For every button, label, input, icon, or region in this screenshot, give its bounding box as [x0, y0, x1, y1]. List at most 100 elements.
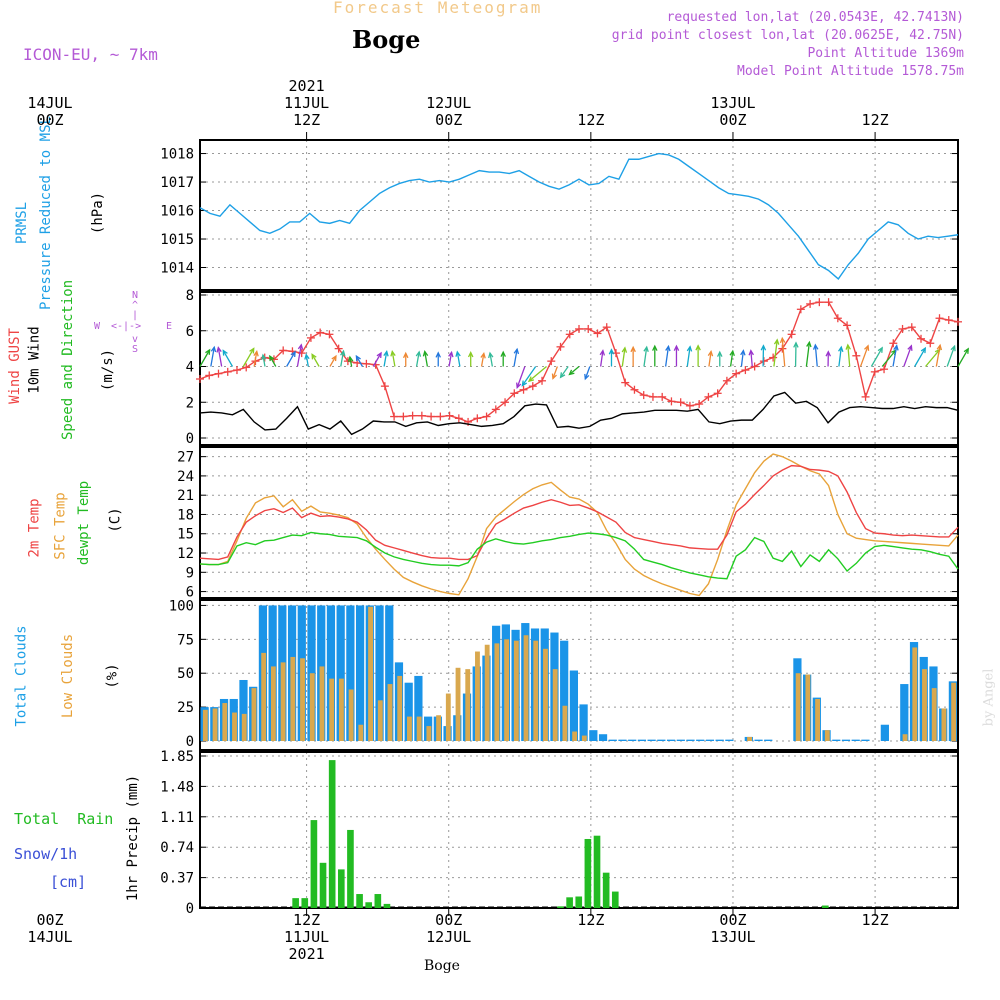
total-cloud-bar [754, 739, 763, 741]
wind-arrow [686, 346, 691, 367]
wind-arrow-head [695, 344, 701, 351]
low-cloud-bar [747, 736, 752, 741]
wind-arrow [935, 345, 941, 367]
forecast-title: Forecast Meteogram [333, 0, 543, 17]
time-label-hour: 00Z [719, 111, 747, 129]
wind-arrow-head [686, 345, 693, 352]
wind-arrow-head [340, 349, 346, 357]
wind-arrow [222, 350, 234, 367]
wind-arrow-head [652, 344, 658, 351]
rain-bar [593, 835, 601, 908]
wind-arrow-head [253, 350, 259, 357]
rain-bar [557, 906, 564, 908]
wind-arrow [838, 346, 842, 367]
wind-arrow-head [779, 336, 786, 344]
total-cloud-bar [346, 605, 355, 741]
precipitation-ytick-label: 1.11 [160, 810, 194, 826]
wind-arrow-head [297, 343, 304, 350]
low-cloud-bar [552, 669, 558, 741]
compass-v3: v [132, 334, 139, 345]
low-cloud-bar [377, 700, 383, 741]
low-cloud-bar [475, 651, 480, 741]
time-label-hour: 00Z [36, 111, 64, 129]
wind-arrow-head [773, 338, 780, 345]
wind-arrow-head [355, 354, 361, 362]
wind-arrow-head [893, 344, 899, 351]
low-cloud-bar [941, 708, 947, 741]
total-cloud-bar [696, 739, 705, 741]
wind-arrow [456, 351, 461, 367]
wind-arrow [892, 345, 898, 367]
wind-arrow [729, 350, 734, 367]
wind-arrow [664, 346, 670, 367]
wind-arrow-head [621, 346, 628, 353]
precipitation-ytick-label: 1.48 [160, 779, 194, 795]
total-cloud-bar [375, 605, 384, 741]
wind-arrow-head [527, 376, 535, 383]
grid-point-coords: grid point closest lon,lat (20.0625E, 42… [611, 28, 964, 43]
wind-ytick-label: 2 [186, 395, 194, 411]
low-cloud-bar [222, 703, 228, 741]
wind-arrow-head [748, 349, 754, 356]
total-cloud-bar [657, 739, 666, 741]
wind-arrow [870, 347, 883, 367]
total-cloud-bar [686, 739, 695, 741]
wind-arrow [217, 347, 223, 367]
low-cloud-bar [572, 731, 578, 741]
wind-arrow-head [963, 347, 969, 354]
rain-bar [383, 903, 391, 908]
wind-arrow-head [551, 373, 558, 380]
low-cloud-bar [513, 640, 519, 741]
temperature-ytick-label: 15 [177, 527, 194, 543]
low-cloud-bar [824, 730, 830, 741]
model-label: ICON-EU, ~ 7km [23, 45, 158, 64]
temperature-ytick-label: 21 [177, 488, 194, 504]
low-cloud-bar [815, 698, 821, 741]
wind-arrow-head [435, 351, 441, 358]
wind-arrow-head [304, 353, 310, 360]
temperature-ytick-label: 27 [177, 450, 194, 466]
low-cloud-bar [338, 678, 344, 741]
clouds-ytick-label: 0 [186, 734, 194, 750]
time-label-hour: 12Z [861, 111, 889, 129]
wind-arrow [513, 349, 518, 367]
dewpt-line [199, 531, 959, 580]
low-cloud-bar [494, 643, 500, 741]
wind-arrow-head [513, 347, 520, 355]
time-label-date: 14JUL [27, 928, 73, 946]
wind-arrow-head [516, 382, 522, 389]
pressure-frame [199, 139, 959, 291]
wind-arrow-head [729, 349, 735, 357]
total-cloud-bar [676, 739, 685, 741]
wind-arrow-head [740, 349, 746, 356]
wind-arrow [210, 347, 215, 367]
temperature-ytick-label: 18 [177, 507, 194, 523]
total-cloud-bar [851, 739, 860, 741]
time-label: 00Z 13JUL [683, 912, 783, 963]
wind-arrow-head [331, 354, 337, 362]
wind-arrow [383, 351, 388, 367]
time-label-date: 14JUL [27, 94, 73, 112]
wind-ytick-label: 4 [186, 360, 194, 376]
total-cloud-bar [647, 739, 656, 741]
wind-arrow [269, 355, 277, 367]
wind-arrow-head [838, 345, 844, 352]
time-label-date: 13JUL [710, 94, 756, 112]
low-cloud-bar [445, 693, 451, 741]
wind-arrow [415, 351, 420, 367]
temperature-ytick-label: 6 [186, 585, 194, 601]
low-cloud-bar [562, 705, 568, 741]
total-cloud-bar [355, 605, 365, 741]
total-cloud-bar [900, 684, 909, 741]
total-cloud-bar [598, 734, 608, 741]
time-label-hour: 00Z [36, 911, 64, 929]
time-label-year: 2021 [288, 945, 325, 963]
wind-arrow-head [205, 348, 211, 355]
wind-arrow [349, 356, 353, 367]
rain-bar [347, 829, 354, 908]
wind-arrow [480, 353, 485, 367]
wind-arrow-head [488, 351, 494, 359]
total-cloud-bar [832, 739, 841, 741]
time-label-hour: 12Z [293, 111, 321, 129]
total-cloud-bar [326, 605, 336, 741]
